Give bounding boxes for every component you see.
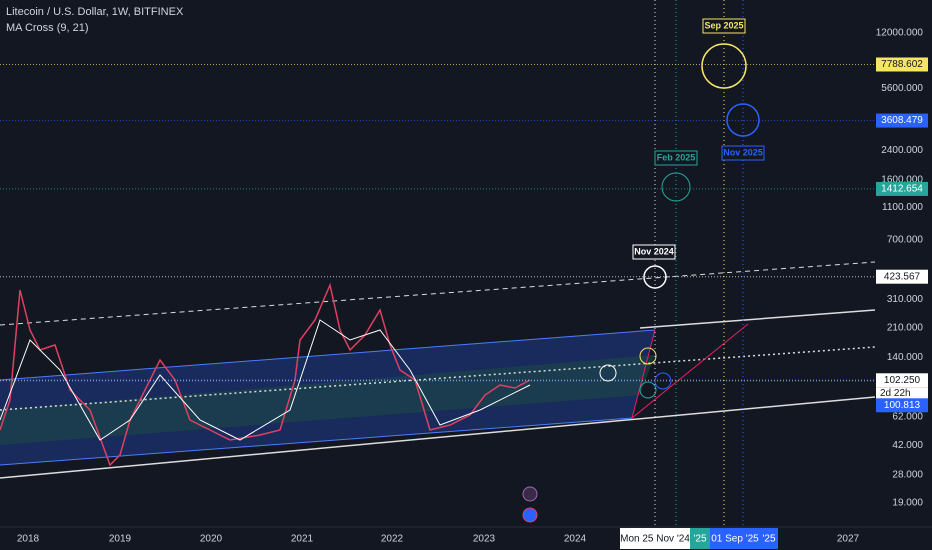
target-circle	[639, 381, 657, 399]
time-label: 2021	[291, 534, 314, 545]
symbol-title: Litecoin / U.S. Dollar, 1W, BITFINEX	[6, 6, 184, 18]
price-tick-label: 62.000	[892, 411, 923, 422]
price-tick-label: 140.000	[887, 352, 924, 363]
price-tick-label: 42.000	[892, 440, 923, 451]
drawings	[0, 0, 876, 527]
price-tick-label: 5600.000	[881, 83, 923, 94]
annotation-box	[632, 244, 676, 260]
target-circle	[661, 172, 691, 202]
annotation: Sep 2025	[704, 20, 743, 30]
crosshair-label: Mon 25 Nov '24	[620, 534, 690, 545]
price-level-tag	[876, 113, 928, 128]
indicator-title: MA Cross (9, 21)	[6, 22, 89, 34]
time-label: 2024	[564, 534, 587, 545]
price-level-label: 3608.479	[881, 115, 923, 126]
target-circle	[701, 43, 747, 89]
projection	[631, 323, 749, 419]
crosshair-tag	[690, 528, 710, 549]
trend-line	[0, 346, 876, 411]
crosshair-label: '25	[693, 534, 706, 545]
target-circle	[599, 364, 617, 382]
event-icon[interactable]	[522, 507, 538, 523]
channel-top	[0, 329, 656, 381]
target-circle	[639, 347, 657, 365]
countdown-label: 2d 22h	[880, 388, 911, 399]
price-tick-label: 700.000	[887, 235, 924, 246]
price-level-label: 100.813	[884, 400, 921, 411]
event-icon[interactable]	[522, 486, 538, 502]
time-label: 2023	[473, 534, 496, 545]
time-label: 2022	[381, 534, 404, 545]
channel-mid-fill	[0, 355, 655, 445]
price-level-tag	[876, 181, 928, 196]
price-level-tag	[876, 398, 928, 413]
annotation-box	[702, 18, 746, 34]
trend-line	[639, 309, 876, 329]
annotation: Nov 2025	[723, 147, 763, 157]
price-level-tag	[876, 57, 928, 72]
projection	[631, 329, 656, 419]
time-label: 2018	[17, 534, 40, 545]
crosshair-tag	[710, 528, 760, 549]
price-line	[0, 282, 531, 467]
trend-line	[0, 261, 876, 326]
ma-line	[0, 319, 531, 441]
time-label: 2027	[837, 534, 860, 545]
annotation-box	[721, 145, 765, 161]
price-tick-label: 1100.000	[882, 202, 923, 213]
annotation: Feb 2025	[657, 152, 696, 162]
price-level-tag	[876, 269, 928, 284]
price-level-label: 1412.654	[881, 184, 923, 195]
price-tick-label: 19.000	[892, 498, 923, 509]
price-tick-label: 1600.000	[881, 174, 923, 185]
annotation-box	[654, 150, 698, 166]
time-label: 2020	[200, 534, 223, 545]
price-tick-label: 2400.000	[881, 145, 923, 156]
crosshair-tag	[760, 528, 778, 549]
price-tick-label: 310.000	[887, 294, 924, 305]
price-level-label: 102.250	[884, 375, 921, 386]
price-level-tag	[876, 373, 928, 388]
countdown-tag	[876, 387, 928, 400]
channel-bottom	[0, 417, 633, 466]
price-level-label: 7788.602	[881, 59, 923, 70]
annotation: Nov 2024	[634, 246, 674, 256]
target-circle	[726, 103, 760, 137]
price-level-label: 423.567	[884, 271, 921, 282]
trend-line	[0, 396, 876, 479]
price-axis	[875, 0, 932, 527]
price-tick-label: 210.000	[887, 322, 924, 333]
time-label: 2019	[109, 534, 132, 545]
crosshair-label: 01 Sep '25	[711, 534, 759, 545]
crosshair-tag	[620, 528, 690, 549]
crosshair-label: '25	[762, 534, 775, 545]
price-tick-label: 28.000	[892, 469, 923, 480]
price-tick-label: 12000.000	[876, 28, 924, 39]
